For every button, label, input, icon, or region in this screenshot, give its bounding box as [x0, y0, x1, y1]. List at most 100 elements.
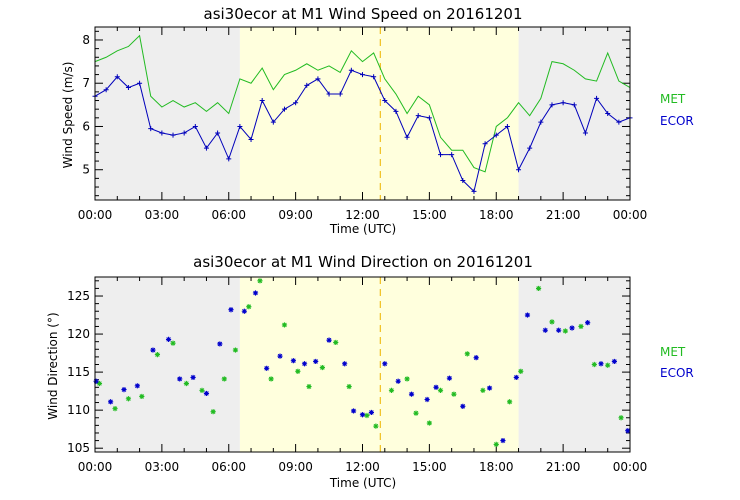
wind-direction-met-point [183, 380, 189, 387]
wind-direction-legend-met: MET [660, 345, 686, 359]
wind-direction-ecor-point [108, 399, 114, 405]
wind-direction-ecor-point [134, 383, 140, 389]
wind-speed-series [92, 34, 633, 194]
wind-speed-y-tick-label: 5 [82, 163, 90, 177]
wind-speed-x-tick-label: 18:00 [479, 208, 514, 222]
wind-direction-ecor-point [217, 341, 223, 347]
wind-direction-met-point [507, 399, 513, 405]
wind-direction-met-point [578, 323, 584, 330]
wind-speed-ecor-point [248, 136, 254, 142]
wind-direction-x-tick-label: 15:00 [412, 460, 447, 474]
wind-speed-ecor-point [404, 134, 410, 140]
wind-direction-met-point [210, 409, 216, 415]
wind-speed-ecor-point [426, 115, 432, 121]
wind-speed-y-tick-label: 6 [82, 119, 90, 133]
wind-direction-y-tick-label: 110 [67, 403, 90, 417]
wind-direction-met-point [437, 387, 444, 393]
wind-direction-ecor-point [585, 320, 591, 326]
wind-speed-xlabel: Time (UTC) [329, 222, 396, 236]
wind-speed-ecor-point [371, 74, 377, 80]
wind-direction-ecor-point [228, 307, 234, 313]
wind-direction-ecor-point [382, 361, 388, 367]
wind-speed-ecor-point [137, 80, 143, 86]
wind-speed-ecor-point [159, 130, 165, 136]
wind-direction-x-tick-label: 00:00 [613, 460, 648, 474]
wind-direction-met-point [232, 347, 239, 353]
wind-direction-met-point [404, 376, 410, 382]
wind-direction-ecor-point [598, 361, 604, 367]
wind-direction-x-tick-label: 18:00 [479, 460, 514, 474]
wind-speed-ecor-point [594, 95, 600, 101]
wind-direction-met-point [125, 396, 132, 402]
wind-speed-ecor-point [114, 74, 120, 80]
wind-direction-ecor-point [513, 374, 519, 381]
wind-speed-met-line [94, 34, 631, 173]
wind-direction-ecor-point [486, 385, 493, 391]
wind-direction-x-tick-label: 00:00 [78, 460, 113, 474]
wind-direction-met-point [154, 352, 161, 358]
wind-direction-met-point [364, 412, 370, 419]
wind-speed-ecor-point [605, 111, 611, 116]
wind-direction-met-point [549, 319, 555, 325]
wind-direction-ticks: 00:00 03:00 06:00 09:00 12:00 15:00 18:00 21:00… [67, 277, 647, 474]
wind-direction-y-tick-label: 125 [67, 289, 90, 303]
wind-direction-shading [95, 277, 630, 452]
wind-speed-ecor-point [203, 145, 209, 151]
wind-speed-ecor-point [293, 100, 299, 106]
wind-direction-met-point [464, 351, 470, 357]
wind-speed-ecor-point [270, 119, 276, 125]
wind-direction-met-point [333, 339, 339, 346]
wind-speed-x-tick-label: 15:00 [412, 208, 447, 222]
wind-direction-ecor-point [350, 408, 357, 414]
wind-direction-met-point [451, 391, 457, 397]
wind-speed-x-tick-label: 09:00 [278, 208, 313, 222]
wind-speed-ecor-point [549, 102, 555, 108]
wind-direction-ecor-point [277, 353, 283, 359]
wind-direction-ecor-point [569, 325, 575, 331]
wind-direction-met-point [426, 420, 432, 426]
wind-speed-x-tick-label: 00:00 [78, 208, 113, 222]
wind-speed-ecor-point [192, 123, 198, 129]
wind-direction-ecor-point [313, 358, 319, 365]
wind-direction-met-point [139, 393, 145, 400]
wind-speed-ecor-point [560, 100, 566, 106]
wind-direction-y-tick-label: 115 [67, 365, 90, 379]
wind-speed-ecor-point [360, 72, 365, 78]
wind-direction-ecor-point [433, 384, 439, 390]
wind-direction-legend-ecor: ECOR [660, 366, 694, 380]
wind-speed-y-tick-label: 8 [82, 33, 90, 47]
wind-direction-ecor-point [500, 437, 506, 444]
wind-direction-x-tick-label: 09:00 [278, 460, 313, 474]
wind-direction-met-point [562, 328, 568, 334]
wind-speed-legend-ecor: ECOR [660, 114, 694, 128]
wind-direction-met-point [96, 380, 103, 387]
wind-speed-night-shade [95, 27, 240, 200]
wind-speed-ecor-point [125, 85, 131, 91]
wind-speed-x-tick-label: 00:00 [613, 208, 648, 222]
wind-direction-series [93, 278, 631, 447]
wind-direction-met-point [480, 387, 486, 393]
wind-direction-met-point [536, 285, 542, 292]
wind-speed-ecor-point [304, 82, 310, 88]
wind-speed-ecor-point [337, 91, 343, 97]
wind-speed-ecor-point [493, 132, 499, 138]
wind-direction-ecor-point [473, 355, 479, 361]
wind-speed-ecor-point [438, 152, 444, 158]
wind-direction-ecor-point [368, 409, 375, 416]
wind-speed-ecor-point [393, 108, 399, 114]
wind-speed-ecor-point [103, 87, 109, 93]
wind-direction-met-point [281, 322, 288, 328]
wind-speed-ecor-point [571, 102, 577, 108]
wind-speed-y-tick-label: 7 [82, 76, 90, 90]
wind-direction-ecor-point [542, 327, 548, 333]
wind-direction-ecor-point [121, 387, 127, 393]
wind-direction-ecor-point [203, 390, 210, 397]
wind-speed-ticks: 00:00 03:00 06:00 09:00 12:00 15:00 18:00 21:00… [78, 27, 648, 222]
wind-direction-ecor-point [252, 290, 259, 296]
wind-direction-x-tick-label: 03:00 [145, 460, 180, 474]
wind-direction-met-point [257, 278, 263, 284]
wind-speed-ecor-point [538, 119, 544, 125]
wind-speed-ecor-point [226, 156, 232, 162]
wind-direction-x-tick-label: 21:00 [546, 460, 581, 474]
wind-direction-ecor-point [524, 312, 531, 318]
